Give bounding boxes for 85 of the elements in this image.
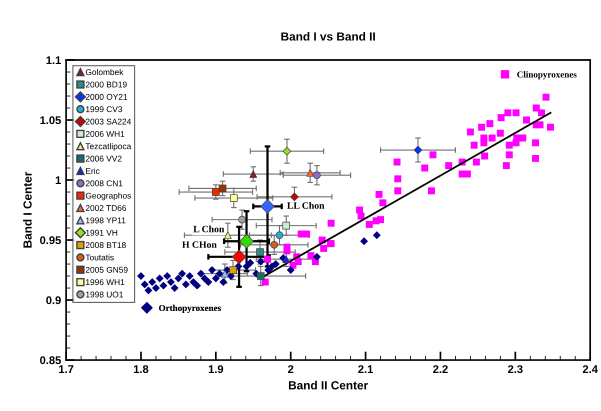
legend-label: Toutatis — [86, 254, 114, 260]
legend-label: Clinopyroxenes — [517, 71, 577, 80]
legend-label: Eric — [86, 168, 100, 174]
point — [137, 272, 145, 280]
point — [239, 234, 254, 248]
point — [160, 282, 168, 290]
y-tick-label: 0.85 — [40, 356, 61, 364]
x-tick-label: 1.8 — [134, 365, 148, 374]
point — [282, 146, 292, 156]
annotation: H CHon — [182, 241, 217, 248]
point — [166, 278, 175, 286]
y-tick-label: 1 — [56, 176, 61, 184]
y-tick-label: 1.05 — [40, 116, 61, 124]
legend-label: 2003 SA224 — [86, 118, 132, 125]
point — [249, 170, 258, 178]
point — [229, 266, 237, 274]
point — [290, 192, 299, 202]
point — [163, 272, 172, 280]
annotation: L Chon — [193, 225, 224, 232]
point — [372, 231, 381, 240]
legend-label: 1991 VH — [86, 230, 118, 236]
point — [286, 266, 295, 274]
legend-label: 2002 TD66 — [86, 205, 126, 211]
legend-label: 2008 CN1 — [86, 180, 123, 186]
legend-label: 2006 WH1 — [86, 130, 124, 137]
point — [204, 278, 212, 286]
point — [221, 270, 229, 278]
legend-label: 1998 UO1 — [86, 292, 123, 298]
legend-label: 2005 GN59 — [86, 266, 128, 273]
legend-label: 2006 VV2 — [86, 156, 122, 162]
point — [230, 194, 238, 202]
point — [260, 199, 275, 214]
point — [414, 146, 422, 154]
point — [148, 278, 156, 286]
point — [174, 274, 182, 282]
legend-label: Tezcatlipoca — [86, 143, 132, 151]
legend-label: Orthopyroxenes — [159, 304, 221, 313]
point — [282, 255, 290, 264]
y-tick-label: 0.95 — [40, 236, 61, 244]
point — [272, 260, 280, 268]
x-tick-label: 2 — [288, 365, 294, 373]
x-tick-label: 2.1 — [358, 365, 373, 373]
x-axis-title: Band II Center — [288, 380, 368, 390]
point — [212, 188, 220, 196]
x-tick-label: 2.2 — [433, 365, 448, 373]
point — [306, 168, 314, 177]
legend-label: Golombek — [86, 69, 124, 76]
y-tick-label: 0.9 — [46, 296, 61, 304]
point — [276, 231, 284, 240]
point — [246, 258, 254, 267]
point — [232, 250, 246, 264]
point — [282, 222, 290, 230]
y-axis-title: Band I Center — [23, 172, 32, 248]
x-tick-label: 1.9 — [208, 365, 224, 374]
x-tick-label: 2.3 — [508, 365, 523, 374]
point — [312, 252, 321, 261]
point — [270, 241, 278, 249]
y-tick-label: 1.1 — [46, 56, 61, 64]
legend-label: 2008 BT18 — [86, 242, 126, 248]
legend-label: Geographos — [86, 192, 131, 200]
x-tick-label: 1.7 — [59, 365, 74, 373]
point — [193, 282, 202, 290]
point — [313, 171, 321, 180]
point — [182, 280, 190, 288]
point — [218, 184, 226, 192]
point — [256, 272, 265, 280]
point — [238, 216, 246, 224]
point — [144, 286, 152, 294]
point — [152, 284, 160, 292]
x-tick-label: 2.4 — [582, 365, 598, 373]
annotation: LL Chon — [287, 202, 324, 209]
point — [140, 280, 149, 288]
point — [178, 270, 186, 278]
point — [360, 237, 368, 246]
legend-label: 1999 CV3 — [86, 106, 122, 112]
point — [170, 284, 179, 292]
legend-label: 2000 BD19 — [86, 82, 127, 88]
legend-label: 1998 YP11 — [86, 217, 126, 224]
point — [256, 248, 264, 256]
legend-label: 2000 OY21 — [86, 94, 128, 100]
legend-label: 1996 WH1 — [86, 279, 124, 286]
chart-title: Band I vs Band II — [281, 32, 375, 41]
point — [186, 272, 194, 280]
point — [156, 274, 164, 282]
point — [224, 231, 232, 240]
